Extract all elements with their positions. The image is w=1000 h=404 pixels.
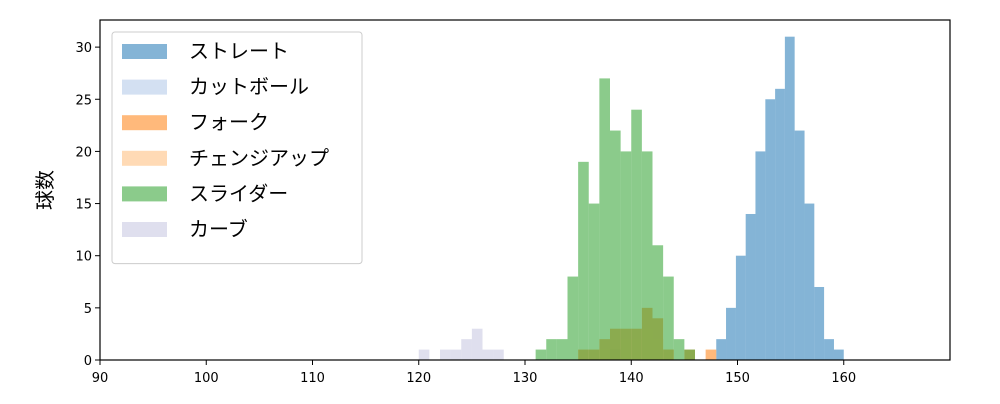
- y-tick-label: 10: [75, 250, 92, 265]
- bar: [482, 349, 494, 360]
- x-tick-label: 120: [406, 371, 431, 386]
- bar: [588, 203, 600, 360]
- legend-label: フォーク: [189, 110, 269, 134]
- y-tick-label: 5: [84, 302, 92, 317]
- bar: [663, 276, 674, 360]
- bar: [833, 349, 844, 360]
- x-tick-label: 100: [194, 371, 219, 386]
- legend-label: スライダー: [189, 181, 288, 205]
- bar: [450, 349, 462, 360]
- legend-swatch: [122, 150, 167, 166]
- bar: [775, 88, 785, 361]
- y-tick-label: 0: [84, 354, 92, 369]
- bar: [440, 349, 451, 360]
- y-tick-label: 25: [75, 93, 92, 108]
- bar: [610, 130, 621, 360]
- bar: [824, 339, 834, 360]
- bar: [765, 99, 776, 361]
- bar: [631, 109, 642, 360]
- legend-label: ストレート: [189, 39, 289, 63]
- y-axis-label: 球数: [33, 170, 57, 210]
- legend-swatch: [122, 186, 167, 202]
- bar: [556, 339, 568, 360]
- x-tick-label: 140: [619, 371, 644, 386]
- legend-swatch: [122, 44, 167, 59]
- bar: [535, 349, 547, 360]
- legend-box: [111, 31, 363, 265]
- bar: [461, 339, 472, 360]
- x-tick-label: 150: [725, 371, 750, 386]
- bar: [716, 339, 727, 360]
- bar: [804, 203, 815, 360]
- x-tick-label: 130: [513, 371, 538, 386]
- bar: [546, 339, 557, 360]
- y-tick-label: 30: [75, 41, 92, 56]
- bar: [641, 151, 653, 360]
- bar: [493, 349, 504, 360]
- bar: [673, 339, 685, 360]
- bar: [784, 36, 795, 361]
- legend-label: チェンジアップ: [189, 146, 329, 170]
- bar: [705, 349, 717, 360]
- bar: [418, 349, 430, 360]
- bar: [652, 245, 664, 360]
- y-tick-label: 15: [75, 198, 92, 213]
- bar: [471, 328, 483, 360]
- bar: [578, 161, 589, 360]
- y-tick-label: 20: [75, 145, 92, 160]
- legend-label: カーブ: [189, 217, 248, 241]
- bar: [745, 213, 756, 360]
- bar: [599, 78, 610, 360]
- bar: [735, 255, 746, 360]
- bar: [684, 349, 695, 360]
- legend-swatch: [122, 222, 167, 237]
- bar: [726, 307, 736, 360]
- legend-swatch: [122, 79, 167, 95]
- bar: [814, 286, 825, 360]
- x-tick-label: 90: [92, 371, 109, 386]
- x-tick-label: 110: [300, 371, 325, 386]
- bar: [794, 130, 805, 360]
- x-tick-label: 160: [831, 371, 856, 386]
- bar: [755, 151, 766, 360]
- legend-label: カットボール: [189, 75, 309, 99]
- bar: [620, 151, 632, 360]
- legend-swatch: [122, 115, 167, 131]
- bar: [567, 276, 579, 360]
